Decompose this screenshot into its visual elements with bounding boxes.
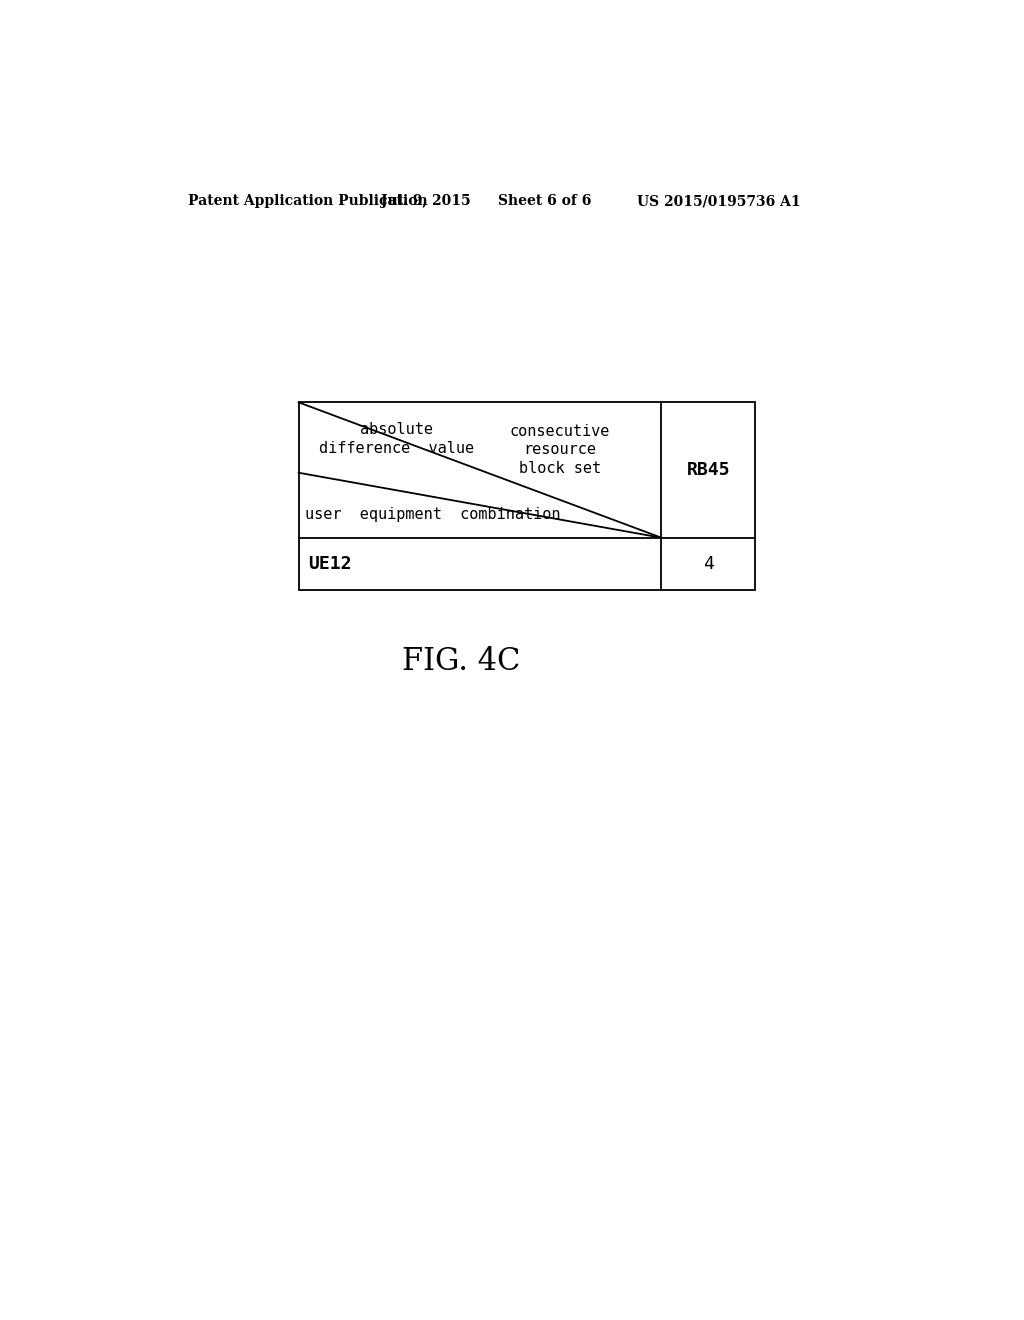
Text: consecutive
resource
block set: consecutive resource block set	[510, 424, 610, 475]
Text: US 2015/0195736 A1: US 2015/0195736 A1	[637, 194, 801, 209]
Text: Jul. 9, 2015: Jul. 9, 2015	[381, 194, 470, 209]
Text: FIG. 4C: FIG. 4C	[402, 645, 520, 677]
Text: Patent Application Publication: Patent Application Publication	[187, 194, 427, 209]
Bar	[299, 403, 755, 590]
Text: RB45: RB45	[686, 461, 730, 479]
Text: 4: 4	[702, 554, 714, 573]
Text: Sheet 6 of 6: Sheet 6 of 6	[498, 194, 591, 209]
Text: user  equipment  combination: user equipment combination	[305, 507, 560, 523]
Text: absolute
difference  value: absolute difference value	[319, 422, 474, 455]
Text: UE12: UE12	[308, 554, 351, 573]
